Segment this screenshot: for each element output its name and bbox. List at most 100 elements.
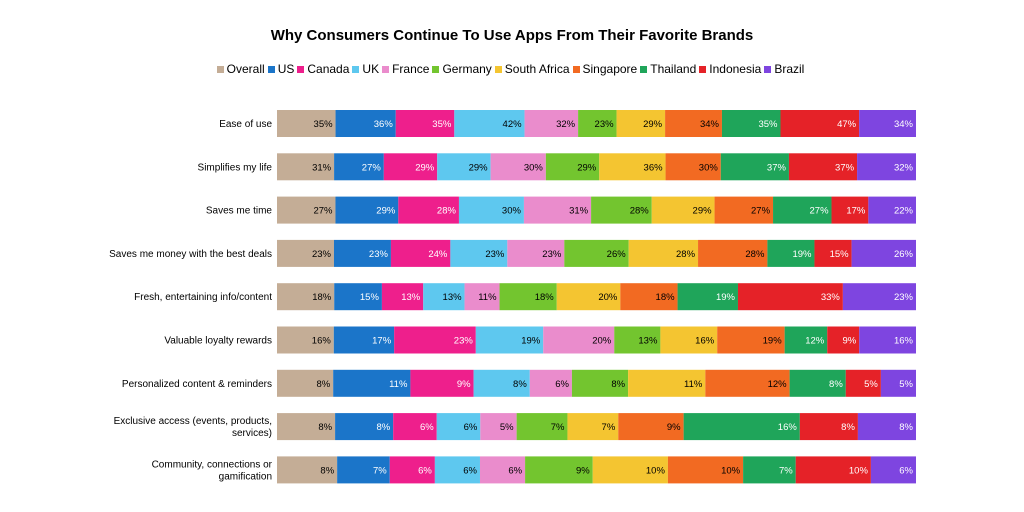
data-label-singapore-ease-of-use: 34%	[700, 119, 720, 130]
bar-segment-germany-personalized-content-reminders	[571, 369, 629, 397]
data-label-indonesia-personalized-content-reminders: 5%	[864, 379, 878, 390]
bar-segment-thailand-valuable-loyalty-rewards	[784, 326, 828, 354]
bar-segment-brazil-saves-me-money-with-the-best-deals	[851, 239, 916, 267]
bar-segment-france-personalized-content-reminders	[529, 369, 572, 397]
data-label-south-africa-saves-me-money-with-the-best-deals: 28%	[676, 249, 696, 260]
category-label-personalized-content-reminders: Personalized content & reminders	[122, 379, 272, 390]
data-label-overall-simplifies-my-life: 31%	[312, 162, 332, 173]
legend-item-canada: Canada	[297, 62, 349, 76]
legend-label: France	[392, 62, 430, 76]
bar-segment-indonesia-community-connections-or-gamification	[795, 456, 871, 484]
legend-item-indonesia: Indonesia	[699, 62, 761, 76]
data-label-canada-simplifies-my-life: 29%	[415, 162, 435, 173]
data-label-south-africa-community-connections-or-gamification: 10%	[646, 465, 666, 476]
data-label-us-saves-me-money-with-the-best-deals: 23%	[369, 249, 389, 260]
data-label-south-africa-personalized-content-reminders: 11%	[684, 379, 703, 390]
bar-segment-france-valuable-loyalty-rewards	[543, 326, 615, 354]
data-label-brazil-saves-me-time: 22%	[894, 206, 914, 217]
legend-label: Germany	[442, 62, 492, 76]
bar-segment-brazil-valuable-loyalty-rewards	[859, 326, 916, 354]
legend-label: Singapore	[582, 62, 638, 76]
bar-segment-overall-saves-me-money-with-the-best-deals	[277, 239, 334, 267]
bar-segment-france-saves-me-money-with-the-best-deals	[507, 239, 565, 267]
data-label-overall-fresh-entertaining-info-content: 18%	[312, 292, 332, 303]
bar-segment-germany-fresh-entertaining-info-content	[499, 283, 557, 311]
bar-segment-singapore-simplifies-my-life	[665, 153, 721, 181]
data-label-france-ease-of-use: 32%	[556, 119, 576, 130]
bar-segment-germany-ease-of-use	[578, 110, 617, 137]
bar-segment-canada-simplifies-my-life	[383, 153, 438, 181]
bar-segment-germany-valuable-loyalty-rewards	[614, 326, 661, 354]
data-label-brazil-simplifies-my-life: 32%	[894, 162, 914, 173]
data-label-uk-personalized-content-reminders: 8%	[513, 379, 527, 390]
data-label-uk-community-connections-or-gamification: 6%	[463, 465, 477, 476]
legend-item-germany: Germany	[432, 62, 492, 76]
bar-segment-canada-ease-of-use	[395, 110, 455, 137]
bar-segment-brazil-community-connections-or-gamification	[870, 456, 916, 484]
bar-segment-singapore-community-connections-or-gamification	[667, 456, 744, 484]
data-label-brazil-personalized-content-reminders: 5%	[899, 379, 913, 390]
bar-segment-overall-simplifies-my-life	[277, 153, 335, 181]
data-label-thailand-exclusive-access-events-products-services: 16%	[778, 422, 798, 433]
data-label-overall-personalized-content-reminders: 8%	[316, 379, 330, 390]
data-label-singapore-personalized-content-reminders: 12%	[768, 379, 788, 390]
bar-segment-thailand-simplifies-my-life	[720, 153, 789, 181]
data-label-thailand-community-connections-or-gamification: 7%	[779, 465, 793, 476]
category-label-ease-of-use: Ease of use	[219, 119, 272, 130]
bar-segment-uk-personalized-content-reminders	[473, 369, 530, 397]
data-label-thailand-simplifies-my-life: 37%	[767, 162, 787, 173]
data-label-canada-saves-me-time: 28%	[437, 206, 457, 217]
data-label-germany-simplifies-my-life: 29%	[577, 162, 597, 173]
legend-swatch	[382, 65, 390, 73]
bar-segment-indonesia-saves-me-money-with-the-best-deals	[814, 239, 852, 267]
data-label-brazil-community-connections-or-gamification: 6%	[899, 465, 913, 476]
data-label-thailand-valuable-loyalty-rewards: 12%	[805, 336, 825, 347]
data-label-overall-valuable-loyalty-rewards: 16%	[312, 336, 332, 347]
data-label-singapore-saves-me-money-with-the-best-deals: 28%	[745, 249, 765, 260]
category-label-valuable-loyalty-rewards: Valuable loyalty rewards	[164, 336, 272, 347]
data-label-indonesia-exclusive-access-events-products-services: 8%	[841, 422, 855, 433]
data-label-indonesia-community-connections-or-gamification: 10%	[849, 465, 869, 476]
bar-segment-singapore-ease-of-use	[665, 110, 722, 137]
bar-segment-thailand-community-connections-or-gamification	[743, 456, 796, 484]
data-label-brazil-valuable-loyalty-rewards: 16%	[894, 336, 914, 347]
data-label-germany-fresh-entertaining-info-content: 18%	[535, 292, 555, 303]
bar-segment-thailand-fresh-entertaining-info-content	[677, 283, 738, 311]
data-label-canada-community-connections-or-gamification: 6%	[418, 465, 432, 476]
bar-segment-south-africa-ease-of-use	[616, 110, 666, 137]
data-label-overall-exclusive-access-events-products-services: 8%	[318, 422, 332, 433]
legend-swatch	[352, 65, 360, 73]
data-label-france-fresh-entertaining-info-content: 11%	[478, 292, 497, 303]
data-label-overall-saves-me-money-with-the-best-deals: 23%	[312, 249, 332, 260]
bar-segment-france-simplifies-my-life	[490, 153, 546, 181]
legend-item-south-africa: South Africa	[494, 62, 570, 76]
data-label-thailand-fresh-entertaining-info-content: 19%	[716, 292, 736, 303]
bar-segment-uk-saves-me-time	[458, 196, 524, 224]
bar-segment-overall-personalized-content-reminders	[277, 369, 334, 397]
data-label-thailand-ease-of-use: 35%	[758, 119, 778, 130]
bar-segment-south-africa-saves-me-time	[651, 196, 715, 224]
bar-segment-uk-simplifies-my-life	[437, 153, 491, 181]
bar-segment-indonesia-valuable-loyalty-rewards	[827, 326, 860, 354]
data-label-france-simplifies-my-life: 30%	[524, 162, 544, 173]
data-label-uk-saves-me-time: 30%	[502, 206, 522, 217]
data-label-us-saves-me-time: 29%	[376, 206, 396, 217]
bar-segment-brazil-ease-of-use	[859, 110, 916, 137]
bar-segment-germany-community-connections-or-gamification	[525, 456, 593, 484]
data-label-singapore-exclusive-access-events-products-services: 9%	[667, 422, 681, 433]
bar-segment-overall-saves-me-time	[277, 196, 336, 224]
bar-segment-brazil-exclusive-access-events-products-services	[857, 413, 916, 441]
data-label-south-africa-simplifies-my-life: 36%	[644, 162, 664, 173]
data-label-us-ease-of-use: 36%	[374, 119, 394, 130]
bar-segment-uk-exclusive-access-events-products-services	[436, 413, 481, 441]
data-label-germany-saves-me-time: 28%	[630, 206, 650, 217]
data-label-brazil-fresh-entertaining-info-content: 23%	[894, 292, 914, 303]
bar-segment-south-africa-simplifies-my-life	[599, 153, 666, 181]
legend-label: Brazil	[774, 62, 805, 76]
data-label-singapore-simplifies-my-life: 30%	[699, 162, 719, 173]
data-label-singapore-community-connections-or-gamification: 10%	[721, 465, 741, 476]
bar-segment-singapore-saves-me-time	[714, 196, 774, 224]
legend-swatch	[494, 65, 502, 73]
bar-segment-us-ease-of-use	[335, 110, 396, 137]
